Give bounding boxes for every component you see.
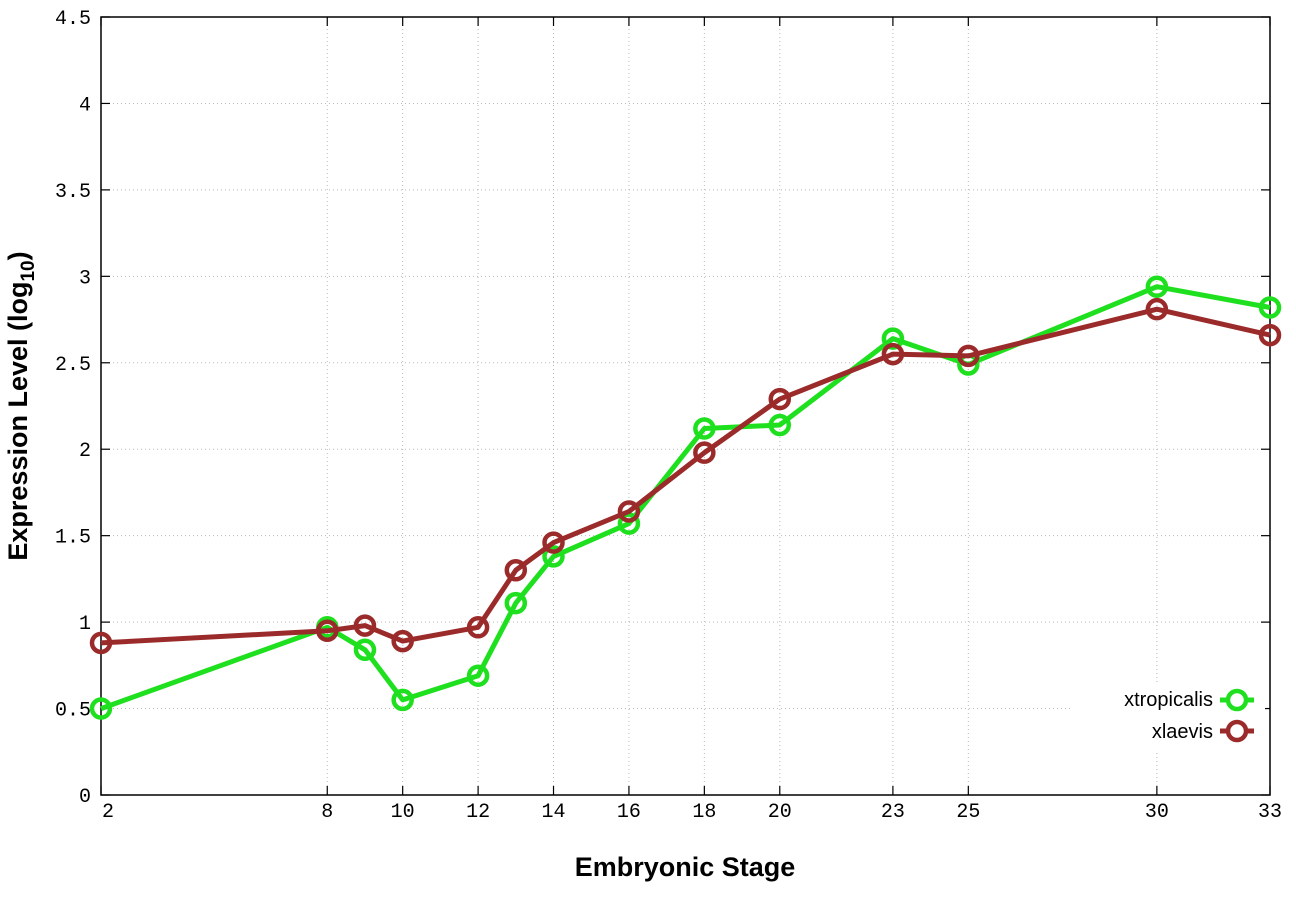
legend: xtropicalis xlaevis (1070, 682, 1265, 752)
x-tick-label: 23 (881, 801, 905, 824)
y-tick-label: 0 (79, 786, 91, 809)
data-point-xlaevis (693, 441, 716, 464)
legend-marker-xtropicalis (1225, 688, 1249, 712)
ticks: 0 0.5 1 1.5 2 2.5 3 3.5 4 4.5 2 8 10 12 14 16 18 20 23 25 30… (55, 8, 1282, 824)
series-line-xtropicalis (100, 284, 1271, 711)
data-point-xtropicalis (1258, 296, 1282, 319)
data-point-xtropicalis (881, 327, 905, 350)
x-tick-label: 30 (1145, 801, 1169, 824)
y-tick-label: 0.5 (55, 700, 91, 723)
grid (101, 17, 1270, 795)
data-point-xtropicalis (617, 512, 641, 535)
data-point-xtropicalis (1145, 275, 1169, 298)
data-point-xlaevis (881, 342, 905, 366)
data-point-xlaevis (1145, 297, 1169, 321)
data-point-xlaevis (89, 631, 113, 655)
x-tick-label: 33 (1258, 801, 1282, 824)
data-point-xtropicalis (693, 417, 716, 440)
legend-label-xlaevis: xlaevis (1152, 721, 1213, 743)
data-point-xlaevis (1258, 323, 1282, 347)
data-point-xlaevis (316, 619, 339, 643)
y-tick-label: 4 (79, 94, 91, 117)
data-point-xtropicalis (391, 688, 414, 712)
y-tick-label: 1 (79, 613, 91, 636)
data-point-xlaevis (353, 614, 377, 637)
x-tick-label: 8 (321, 801, 333, 824)
x-axis-title: Embryonic Stage (575, 852, 796, 882)
data-point-xlaevis (466, 616, 490, 639)
y-tick-label: 2 (79, 440, 91, 463)
data-point-xtropicalis (89, 697, 113, 720)
y-axis-title-close: ) (3, 251, 33, 260)
data-point-xlaevis (391, 629, 414, 653)
data-point-xlaevis (504, 558, 528, 582)
x-tick-label: 18 (692, 801, 716, 824)
data-point-xlaevis (617, 500, 641, 523)
x-tick-label: 16 (617, 801, 641, 824)
y-axis-title-subscript: 10 (18, 260, 39, 281)
x-tick-label: 14 (542, 801, 566, 824)
y-tick-label: 2.5 (55, 354, 91, 377)
series-group (89, 275, 1282, 720)
plot-frame (100, 16, 1271, 796)
data-point-xtropicalis (768, 413, 792, 437)
data-point-xlaevis (957, 344, 980, 368)
y-axis-title-main: Expression Level (log (3, 282, 33, 561)
x-tick-label: 10 (391, 801, 415, 824)
data-point-xtropicalis (466, 664, 490, 687)
data-point-xtropicalis (542, 545, 565, 568)
y-tick-label: 1.5 (55, 527, 91, 550)
series-line-xlaevis (100, 306, 1271, 646)
y-axis-title: Expression Level (log10) (3, 251, 39, 560)
x-tick-label: 20 (768, 801, 792, 824)
y-tick-label: 3.5 (55, 181, 91, 204)
data-point-xtropicalis (504, 591, 528, 615)
data-point-xtropicalis (353, 638, 377, 662)
y-tick-label: 3 (79, 267, 91, 290)
x-tick-label: 12 (466, 801, 490, 824)
y-tick-label: 4.5 (55, 8, 91, 31)
x-tick-label: 2 (102, 801, 114, 824)
data-point-xlaevis (542, 531, 565, 554)
legend-label-xtropicalis: xtropicalis (1124, 689, 1213, 711)
legend-marker-xlaevis (1225, 719, 1249, 743)
data-point-xlaevis (768, 387, 792, 411)
x-tick-label: 25 (956, 801, 980, 824)
